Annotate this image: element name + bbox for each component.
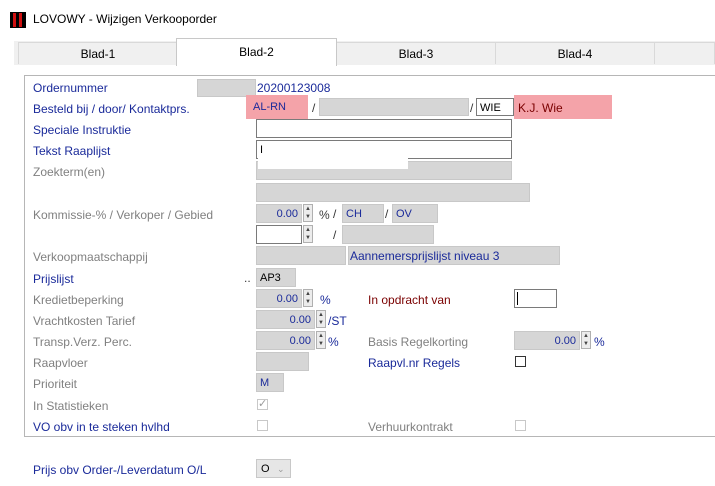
prijslijst-dots: .. [244,271,251,285]
prijslijst-label: Prijslijst [33,272,74,286]
omschrijving-projekt-field[interactable] [256,183,530,202]
window-title: LOVOWY - Wijzigen Verkooporder [33,12,217,26]
verkoper-field[interactable]: CH [342,204,384,223]
verkoopmaatschappij-field[interactable] [256,246,346,265]
prijs-obv-value: O [261,463,270,475]
verhuurkontrakt-label: Verhuurkontrakt [368,420,453,434]
kredietbeperking-spinner[interactable]: ▲ ▼ [303,289,313,307]
besteld-slash-2: / [470,101,474,115]
raapvl-regels-label: Raapvl.nr Regels [368,356,461,370]
kommissie-verkoper-spinner[interactable]: ▲ ▼ [303,204,313,222]
kommissie-ontvngr-field[interactable] [342,225,434,244]
kommissie-verkoper-label: Kommissie-% / Verkoper / Gebied [33,208,214,222]
speciale-instruktie-label: Speciale Instruktie [33,123,132,137]
kommissie-ontvngr-slash: / [333,228,337,242]
raapvl-regels-checkbox[interactable] [515,356,526,367]
kredietbeperking-unit: % [320,293,331,307]
checkmark-icon: ✓ [258,398,268,410]
basis-regelkorting-field[interactable]: 0.00 [514,331,580,350]
zoekterm-label: Zoekterm(en) [33,165,106,179]
prijs-obv-select[interactable]: O ⌄ [256,459,291,478]
prijslijst-field[interactable]: AP3 [256,268,296,287]
prijs-obv-label: Prijs obv Order-/Leverdatum O/L [33,463,207,477]
in-statistieken-checkbox[interactable]: ✓ [257,398,268,410]
vrachtkosten-label: Vrachtkosten Tarief [33,314,136,328]
tab-blad-1[interactable]: Blad-1 [18,42,178,64]
in-opdracht-input[interactable] [514,289,557,308]
verhuurkontrakt-checkbox[interactable] [515,420,526,431]
vrachtkosten-spinner[interactable]: ▲ ▼ [316,310,326,328]
basis-regelkorting-spinner[interactable]: ▲ ▼ [581,331,591,349]
basis-regelkorting-label: Basis Regelkorting [368,335,469,349]
speciale-instruktie-input[interactable] [256,119,512,138]
besteld-contact-code-field[interactable]: WIE [476,98,514,116]
besteld-slash-1: / [312,101,316,115]
besteld-code-field[interactable]: AL-RN [253,101,287,113]
kommissie-verkoper-slash-1: / [333,207,337,221]
kommissie-verkoper-percent[interactable]: 0.00 [256,204,302,223]
title-bar: LOVOWY - Wijzigen Verkooporder [0,0,715,36]
in-opdracht-label: In opdracht van [368,293,451,307]
ordernummer-value: 20200123008 [257,81,331,95]
gebied-field[interactable]: OV [392,204,438,223]
tekst-raaplijst-label: Tekst Raaplijst [33,144,111,158]
besteld-name-field[interactable] [319,98,469,116]
basis-regelkorting-unit: % [594,335,605,349]
in-statistieken-label: In Statistieken [33,399,109,413]
transp-unit: % [328,335,339,349]
vrachtkosten-unit: /ST [328,314,347,328]
text-cursor [517,292,518,305]
raapvloer-label: Raapvloer [33,356,88,370]
prioriteit-field[interactable]: M [256,373,284,392]
contact-name: K.J. Wie [518,101,563,115]
form-group-box [24,75,715,437]
tab-overflow [654,42,715,64]
transp-spinner[interactable]: ▲ ▼ [316,331,326,349]
contact-highlight [514,95,612,119]
app-icon [10,12,26,28]
vrachtkosten-field[interactable]: 0.00 [256,310,315,329]
prijslijst-name-field: Aannemersprijslijst niveau 3 [348,246,560,265]
tab-blad-2[interactable]: Blad-2 [176,38,337,66]
besteld-label: Besteld bij / door/ Kontaktprs. [33,102,190,116]
besteld-code-highlight [246,95,308,119]
vo-obv-checkbox[interactable] [257,420,268,431]
kommissie-verkoper-unit: % [319,208,330,222]
transp-label: Transp.Verz. Perc. [33,335,132,349]
kredietbeperking-label: Kredietbeperking [33,293,124,307]
ordernummer-label: Ordernummer [33,81,108,95]
vo-obv-label: VO obv in te steken hvlhd [33,420,170,434]
kommissie-ontvngr-percent[interactable] [256,225,302,244]
transp-field[interactable]: 0.00 [256,331,315,350]
tab-blad-3[interactable]: Blad-3 [336,42,496,64]
tab-blad-4[interactable]: Blad-4 [495,42,655,64]
chevron-down-icon: ⌄ [277,464,285,474]
redaction-box [258,156,408,169]
kommissie-ontvngr-spinner[interactable]: ▲ ▼ [303,225,313,243]
raapvloer-field[interactable] [256,352,309,371]
prioriteit-label: Prioriteit [33,377,78,391]
verkoopmaatschappij-label: Verkoopmaatschappij [33,250,148,264]
kredietbeperking-field[interactable]: 0.00 [256,289,302,308]
ordernummer-prefix-field [197,79,256,97]
kommissie-verkoper-slash-2: / [385,207,389,221]
